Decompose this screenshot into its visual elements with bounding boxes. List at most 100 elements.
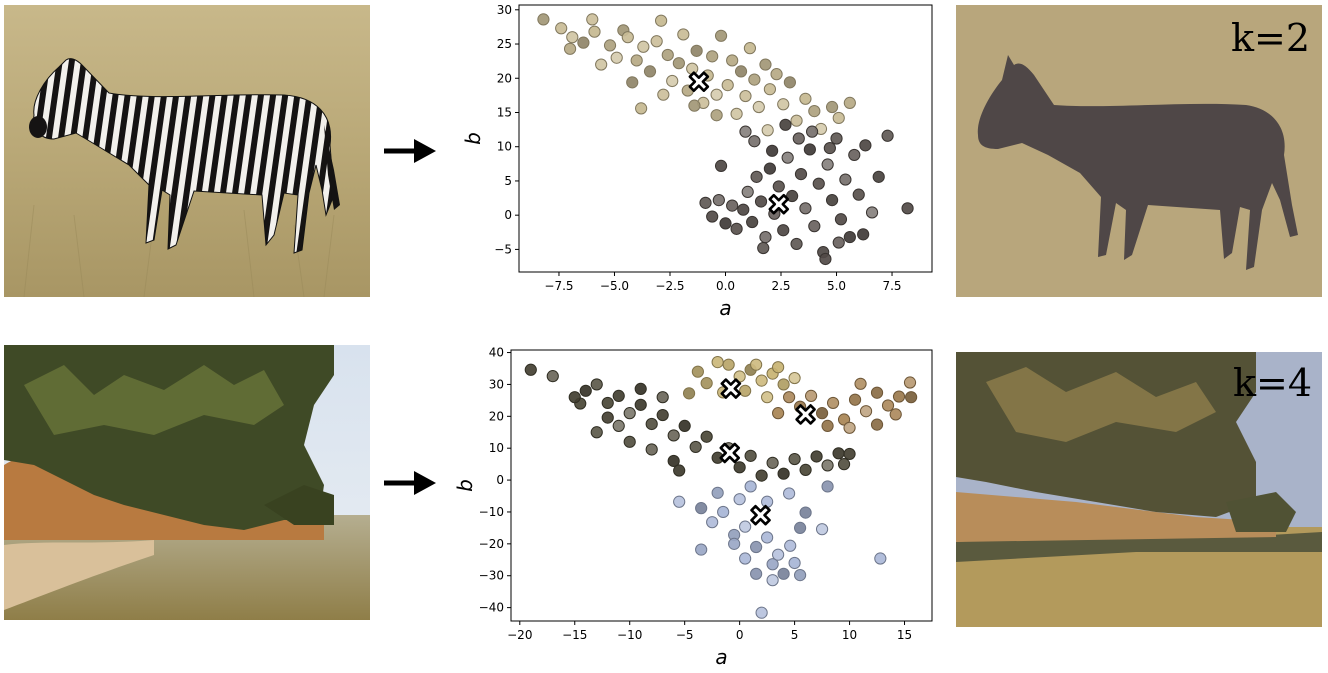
data-point (848, 148, 861, 162)
data-point (677, 28, 690, 41)
data-point (825, 100, 839, 114)
data-point (804, 389, 818, 403)
data-point (786, 189, 799, 203)
y-tick-label: 0 (496, 473, 504, 487)
data-point (783, 76, 796, 89)
data-point (690, 44, 703, 57)
data-point (761, 391, 774, 404)
data-point (546, 370, 559, 383)
x-tick-label: −20 (507, 628, 532, 642)
data-point (772, 180, 785, 193)
data-point (859, 139, 872, 152)
x-tick-label: 10 (842, 628, 857, 642)
data-point (788, 556, 801, 570)
data-point (563, 42, 577, 55)
data-point (848, 393, 862, 406)
data-point (794, 168, 808, 181)
y-tick-label: 30 (497, 3, 512, 17)
x-tick-label: 5.0 (827, 279, 846, 293)
data-point (656, 391, 669, 404)
data-point (881, 129, 894, 142)
data-point (672, 57, 685, 70)
data-point (790, 114, 803, 127)
arrow-right-icon (384, 471, 436, 495)
x-tick-label: 5 (791, 628, 799, 642)
data-point (566, 31, 579, 44)
data-point (733, 493, 746, 506)
zebra-input-image (4, 5, 370, 297)
x-axis-label: a (715, 645, 727, 669)
data-point (726, 199, 739, 212)
data-point (772, 361, 785, 374)
data-point (755, 469, 768, 482)
data-point (719, 217, 732, 230)
data-point (777, 467, 790, 480)
data-point (656, 408, 669, 422)
data-point (657, 88, 670, 101)
x-tick-label: 0 (736, 628, 744, 642)
data-point (832, 111, 845, 125)
y-axis-label: b (461, 132, 485, 145)
zebra-segmented-image: k=2 (956, 5, 1322, 297)
data-point (741, 185, 754, 198)
data-point (601, 411, 614, 424)
data-point (772, 548, 785, 561)
data-point (821, 419, 834, 432)
data-point (722, 358, 735, 371)
data-point (739, 520, 752, 533)
data-point (643, 65, 657, 78)
data-point (748, 73, 761, 86)
data-point (810, 450, 823, 463)
data-point (793, 521, 807, 535)
data-point (595, 58, 608, 71)
data-point (815, 407, 829, 420)
data-point (750, 358, 763, 371)
data-point (766, 558, 779, 571)
data-point (711, 356, 724, 369)
data-point (590, 426, 603, 439)
data-point (623, 435, 636, 448)
data-point (784, 539, 797, 552)
data-point (766, 144, 779, 157)
data-point (634, 398, 647, 411)
data-point (748, 135, 761, 148)
scatter-chart-k2: −7.5 −5.0 −2.5 0.0 2.5 5.0 7.5 −5 0 5 10 15 20 25 30 a b (461, 3, 933, 320)
data-point (812, 177, 825, 190)
data-point (799, 506, 812, 519)
data-point (568, 391, 581, 404)
data-point (700, 377, 713, 390)
data-point (761, 124, 774, 137)
data-point (821, 459, 834, 472)
data-point (706, 210, 719, 223)
data-point (766, 574, 779, 587)
data-point (892, 390, 906, 403)
data-point (743, 42, 757, 55)
data-point (759, 58, 772, 71)
data-point (645, 417, 658, 431)
data-point (808, 105, 821, 118)
y-tick-label: 20 (489, 409, 504, 423)
x-tick-label: 15 (897, 628, 912, 642)
x-tick-label: −7.5 (544, 279, 573, 293)
data-point (750, 540, 763, 554)
data-point (808, 220, 821, 233)
data-point (737, 203, 750, 216)
x-tick-label: 2.5 (771, 279, 790, 293)
data-point (755, 606, 768, 619)
data-point (667, 429, 680, 442)
data-point (623, 407, 636, 420)
y-tick-label: 20 (497, 71, 512, 85)
data-point (610, 51, 623, 64)
x-tick-label: −10 (617, 628, 642, 642)
data-point (586, 13, 599, 26)
y-tick-label: 10 (497, 140, 512, 154)
centroid-marker (768, 193, 790, 215)
data-point (821, 158, 834, 171)
data-point (728, 537, 741, 550)
data-point (645, 443, 658, 456)
y-tick-label: −30 (479, 569, 504, 583)
data-point (865, 206, 879, 219)
data-point (872, 170, 885, 183)
x-tick-label: 7.5 (882, 279, 901, 293)
data-point (695, 543, 708, 556)
